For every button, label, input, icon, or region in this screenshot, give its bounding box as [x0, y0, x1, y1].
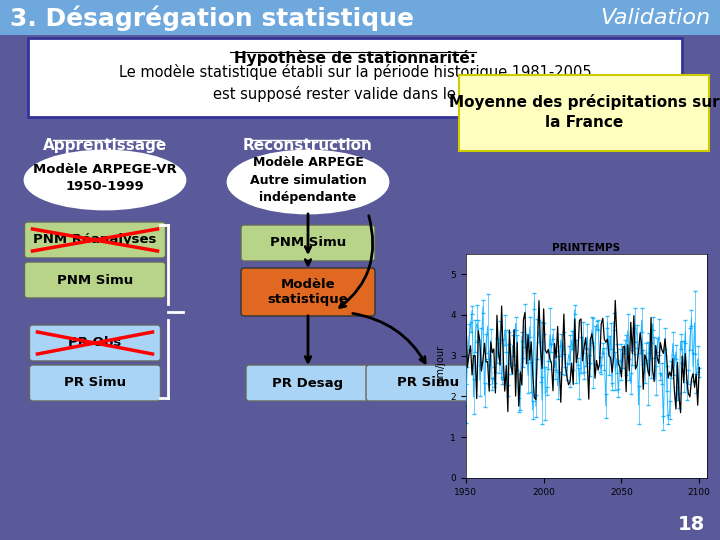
Ellipse shape	[25, 151, 185, 209]
FancyBboxPatch shape	[246, 365, 370, 401]
Text: PR Simu: PR Simu	[64, 376, 126, 389]
Text: Modèle ARPEGE-VR
1950-1999: Modèle ARPEGE-VR 1950-1999	[33, 163, 177, 193]
FancyBboxPatch shape	[24, 222, 166, 258]
FancyBboxPatch shape	[28, 38, 682, 117]
Y-axis label: mm/jour: mm/jour	[435, 345, 445, 387]
Text: PNM Réanalyses: PNM Réanalyses	[33, 233, 157, 246]
FancyBboxPatch shape	[24, 262, 166, 298]
Ellipse shape	[228, 151, 388, 213]
FancyBboxPatch shape	[30, 365, 161, 401]
Text: PR Simu: PR Simu	[397, 376, 459, 389]
FancyBboxPatch shape	[241, 225, 375, 261]
FancyBboxPatch shape	[366, 365, 490, 401]
Text: Validation: Validation	[600, 8, 710, 28]
Text: PR Obs: PR Obs	[68, 336, 122, 349]
FancyBboxPatch shape	[0, 0, 720, 35]
Text: PNM Simu: PNM Simu	[270, 237, 346, 249]
Title: PRINTEMPS: PRINTEMPS	[552, 243, 621, 253]
FancyBboxPatch shape	[30, 325, 161, 361]
Text: Modèle
statistique: Modèle statistique	[268, 278, 348, 307]
Text: Le modèle statistique établi sur la période historique 1981-2005
est supposé res: Le modèle statistique établi sur la péri…	[119, 64, 591, 103]
Text: Apprentissage: Apprentissage	[43, 138, 167, 153]
Text: 3. Désagrégation statistique: 3. Désagrégation statistique	[10, 5, 414, 31]
FancyBboxPatch shape	[459, 75, 709, 151]
Text: Modèle ARPEGE
Autre simulation
indépendante: Modèle ARPEGE Autre simulation indépenda…	[250, 157, 366, 204]
FancyBboxPatch shape	[241, 268, 375, 316]
Text: PR Desag: PR Desag	[272, 376, 343, 389]
Text: Hypothèse de stationnarité:: Hypothèse de stationnarité:	[234, 50, 476, 66]
Text: Moyenne des précipitations sur
la France: Moyenne des précipitations sur la France	[449, 94, 719, 130]
Text: 18: 18	[678, 515, 705, 534]
Text: PNM Simu: PNM Simu	[57, 273, 133, 287]
Text: Reconstruction: Reconstruction	[243, 138, 373, 153]
